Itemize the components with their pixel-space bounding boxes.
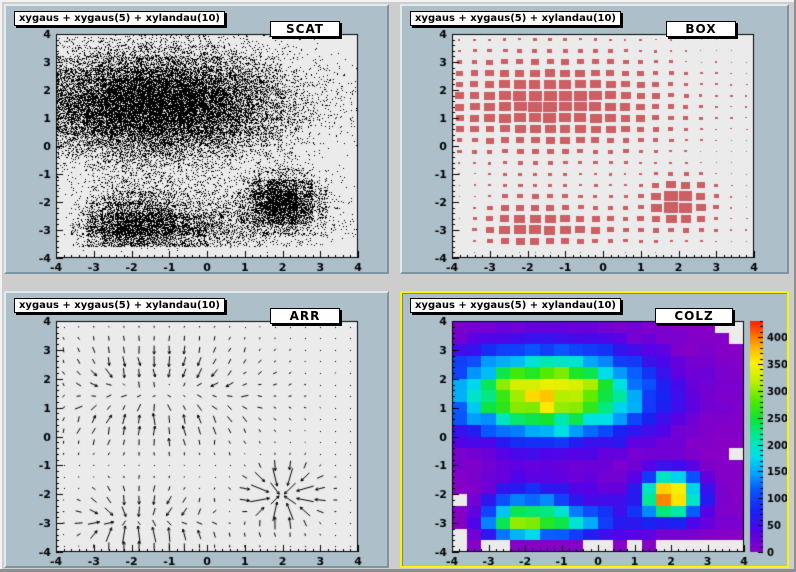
histogram-title-box[interactable]: xygaus + xygaus(5) + xylandau(10) [14,11,225,26]
pad-colz[interactable]: xygaus + xygaus(5) + xylandau(10) COLZ [400,291,789,568]
histogram-title-box[interactable]: xygaus + xygaus(5) + xylandau(10) [410,298,621,313]
pad-arr[interactable]: xygaus + xygaus(5) + xylandau(10) ARR [4,291,389,568]
histogram-title: xygaus + xygaus(5) + xylandau(10) [18,13,221,24]
draw-option-label: BOX [685,22,717,36]
histogram-title: xygaus + xygaus(5) + xylandau(10) [18,300,221,311]
canvas-edge-right [794,0,796,572]
draw-option-box-scat[interactable]: SCAT [270,21,340,37]
draw-option-label: SCAT [286,22,324,36]
draw-option-box-arr[interactable]: ARR [270,308,340,324]
draw-option-box-box[interactable]: BOX [666,21,736,37]
histogram-title-box[interactable]: xygaus + xygaus(5) + xylandau(10) [14,298,225,313]
canvas-edge-top [0,0,796,2]
draw-option-box-colz[interactable]: COLZ [655,308,733,324]
box-plot-canvas[interactable] [402,6,787,272]
draw-option-label: ARR [289,309,321,323]
histogram-title: xygaus + xygaus(5) + xylandau(10) [414,13,617,24]
canvas-edge-left [0,0,2,572]
colz-plot-canvas[interactable] [402,293,787,566]
draw-option-label: COLZ [674,309,714,323]
pad-scat[interactable]: xygaus + xygaus(5) + xylandau(10) SCAT [4,4,389,274]
histogram-title: xygaus + xygaus(5) + xylandau(10) [414,300,617,311]
arr-plot-canvas[interactable] [6,293,387,566]
histogram-title-box[interactable]: xygaus + xygaus(5) + xylandau(10) [410,11,621,26]
pad-box[interactable]: xygaus + xygaus(5) + xylandau(10) BOX [400,4,789,274]
canvas-edge-bottom [0,569,796,572]
scat-plot-canvas[interactable] [6,6,387,272]
